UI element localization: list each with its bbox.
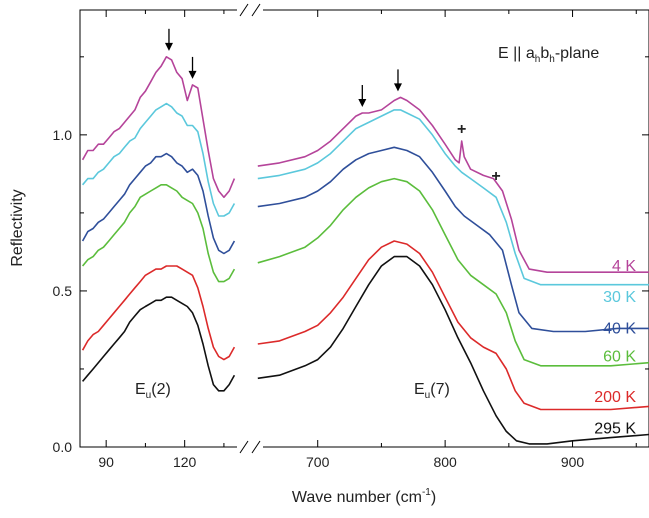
axis-ticks: 0.0 0.5 1.0 90 120 700 800 900: [53, 10, 649, 470]
series-4k-low-range: [81, 55, 236, 199]
series-label-4k: 4 K: [612, 258, 636, 275]
series-40k-low-range: [81, 152, 236, 255]
series-295k-high-range: [257, 255, 649, 445]
y-axis-label: Reflectivity: [9, 189, 26, 266]
series-30k-low-range: [81, 102, 236, 217]
series-4k-high-range: [257, 96, 649, 274]
plot-frame: [79, 9, 649, 448]
axis-break-bottom: [237, 440, 263, 454]
plus-mark: +: [491, 168, 500, 185]
series-200k-high-range: [257, 240, 649, 411]
plus-mark: +: [457, 121, 466, 138]
series-30k-high-range: [257, 109, 649, 286]
peak-arrow-head: [164, 42, 173, 51]
x-tick-label: 800: [433, 454, 457, 470]
series-60k-high-range: [257, 177, 649, 367]
y-tick-label: 0.0: [53, 439, 73, 455]
y-tick-label: 1.0: [53, 127, 73, 143]
series-group: [81, 55, 649, 445]
series-295k-low-range: [81, 296, 236, 392]
x-tick-label: 700: [306, 454, 330, 470]
series-label-295k: 295 K: [594, 420, 636, 437]
peak-arrow-head: [358, 99, 367, 108]
series-labels: 4 K 30 K 40 K 60 K 200 K 295 K: [594, 258, 636, 437]
plus-marks: ++: [457, 121, 501, 185]
axis-break-top: [237, 2, 263, 18]
mode-label-eu2: Eu(2): [135, 381, 171, 401]
peak-arrow-head: [393, 83, 402, 92]
mode-label-eu7: Eu(7): [414, 381, 450, 401]
x-tick-label: 120: [173, 454, 197, 470]
series-label-60k: 60 K: [603, 348, 636, 365]
peak-arrows: [164, 28, 402, 108]
peak-arrow-head: [188, 70, 197, 79]
series-40k-high-range: [257, 146, 649, 333]
series-label-40k: 40 K: [603, 320, 636, 337]
series-label-30k: 30 K: [603, 289, 636, 306]
y-tick-label: 0.5: [53, 283, 73, 299]
series-60k-low-range: [81, 184, 236, 283]
series-label-200k: 200 K: [594, 389, 636, 406]
x-axis-label: Wave number (cm-1): [292, 487, 436, 506]
x-tick-label: 90: [98, 454, 114, 470]
x-tick-label: 900: [561, 454, 585, 470]
plane-annotation: E || ahbh-plane: [498, 45, 599, 65]
series-200k-low-range: [81, 265, 236, 361]
